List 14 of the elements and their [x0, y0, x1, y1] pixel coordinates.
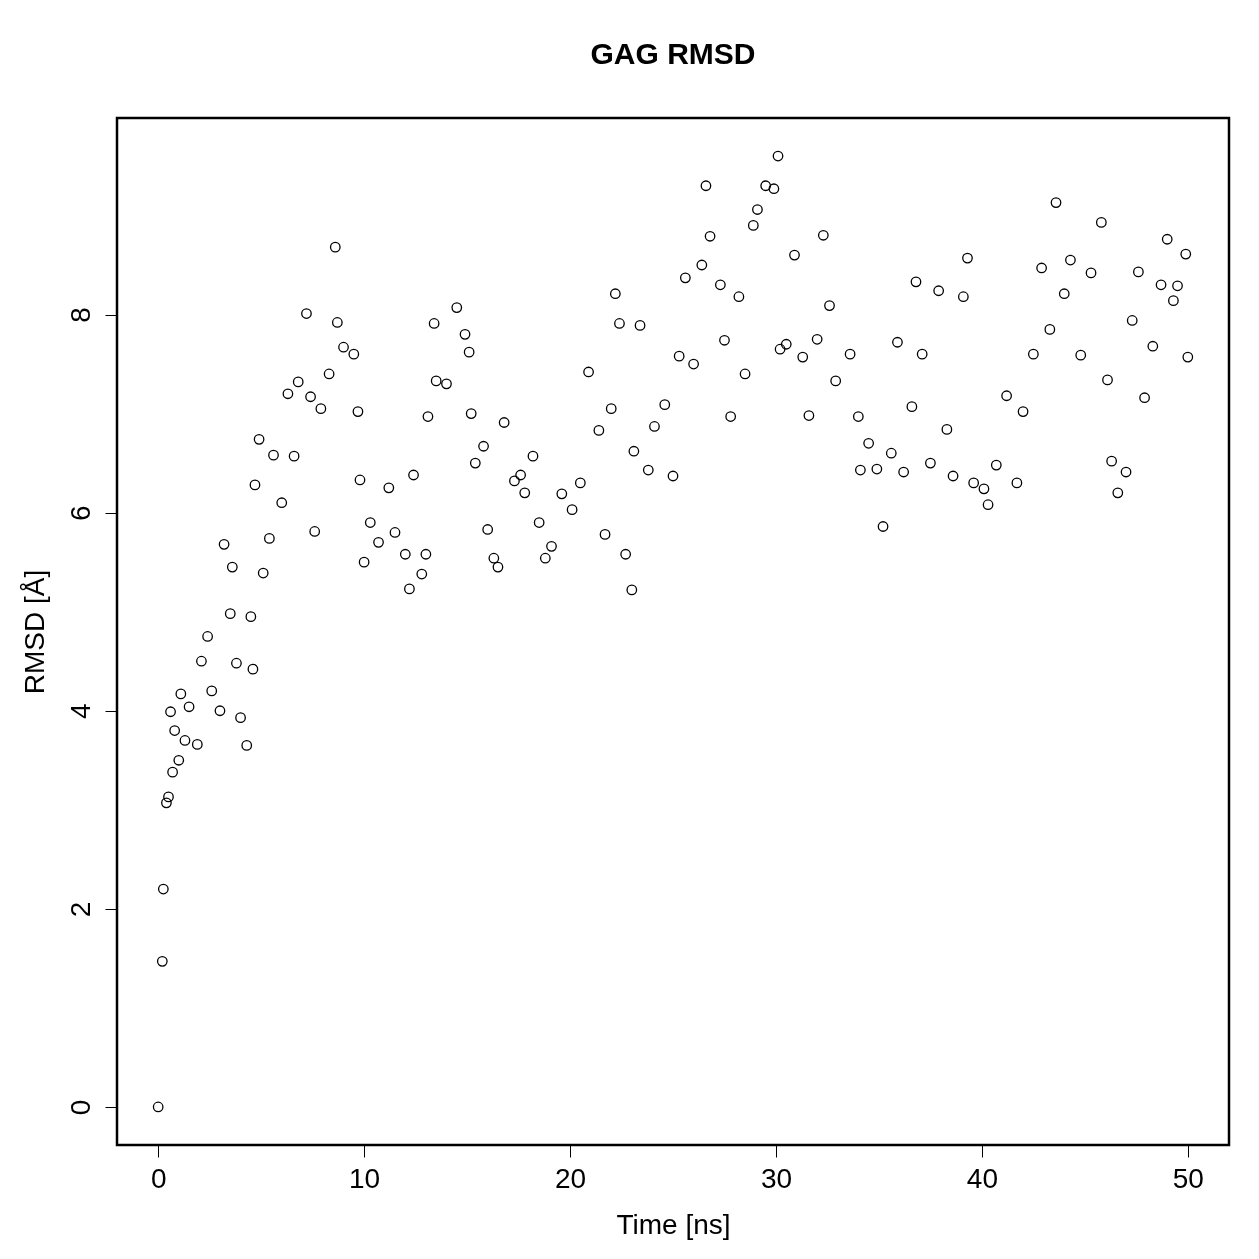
- x-tick-label: 0: [150, 1162, 167, 1194]
- chart-title: GAG RMSD: [590, 37, 756, 70]
- y-axis-title: RMSD [Å]: [18, 569, 50, 695]
- x-axis-title: Time [ns]: [616, 1208, 731, 1240]
- y-tick-label: 4: [64, 703, 96, 720]
- y-tick-label: 8: [64, 307, 96, 323]
- x-tick-label: 50: [1172, 1162, 1204, 1194]
- x-tick-label: 40: [966, 1162, 998, 1194]
- y-tick-label: 6: [64, 505, 96, 521]
- x-tick-label: 30: [760, 1162, 793, 1194]
- y-tick-label: 2: [64, 901, 96, 918]
- y-tick-label: 0: [64, 1099, 96, 1116]
- x-tick-label: 10: [349, 1162, 381, 1194]
- x-tick-label: 20: [554, 1162, 587, 1194]
